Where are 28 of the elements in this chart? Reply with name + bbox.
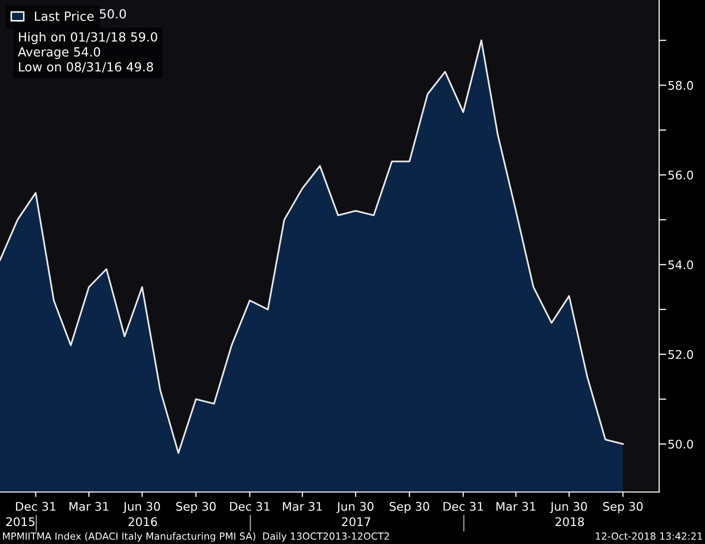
x-tick-label: Mar 31 <box>70 502 108 511</box>
x2-tick-label: 2017 <box>342 517 370 526</box>
x-tick-label: Sep 30 <box>390 502 430 514</box>
annotation: High on 01/31/18 59.0 <box>19 32 158 44</box>
x2-tick-label: 2018 <box>556 517 584 526</box>
x-tick-label: Jun 30 <box>550 502 587 514</box>
text: MPMIITMA Index (ADACI Italy Manufacturing PMI SA) Daily 13OCT2013-12OCT2 <box>3 532 389 542</box>
text: 12-Oct-2018 13:42:21 <box>596 532 702 540</box>
annotation: 50.0 <box>100 9 126 19</box>
legend-label: Last Price <box>34 11 94 21</box>
x-tick-label: Dec 31 <box>230 502 270 511</box>
x-tick-label: Mar 31 <box>283 502 322 511</box>
y-tick-label: 50.0 <box>668 440 694 449</box>
x-tick-label: Sep 30 <box>176 502 216 514</box>
annotation: Low on 08/31/16 49.8 <box>19 62 154 73</box>
y-tick-label: 54.0 <box>668 260 694 270</box>
x2-tick-label: 2016 <box>128 517 157 526</box>
x-tick-label: Mar 31 <box>496 502 536 511</box>
x-tick-label: Jun 30 <box>122 502 160 514</box>
y-tick-label: 56.0 <box>668 170 694 180</box>
x-tick-label: Sep 30 <box>603 502 643 514</box>
x-tick-label: Dec 31 <box>16 502 56 511</box>
x2-tick-label: 2015 <box>6 517 34 526</box>
y-tick-label: 58.0 <box>668 80 694 90</box>
y-tick-label: 52.0 <box>668 350 694 359</box>
x-tick-label: Dec 31 <box>444 502 483 511</box>
annotation: Average 54.0 <box>18 47 100 60</box>
x-tick-label: Jun 30 <box>336 502 374 514</box>
